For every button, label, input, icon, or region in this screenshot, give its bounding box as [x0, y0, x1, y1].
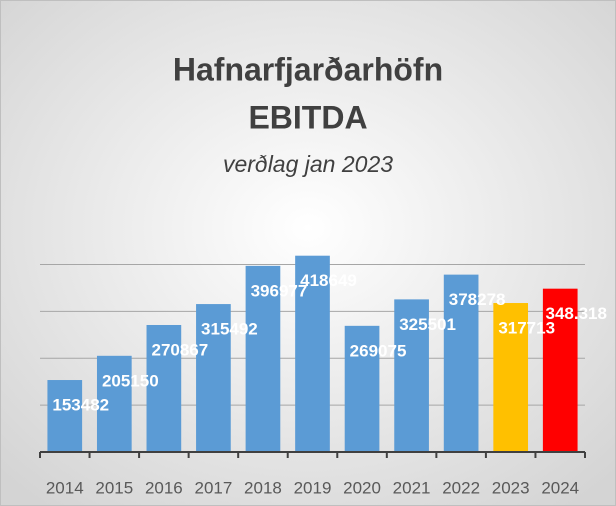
chart-title-line: EBITDA [248, 99, 367, 135]
data-label: 348.318 [546, 304, 607, 323]
bar [295, 255, 330, 452]
bar [394, 299, 429, 452]
x-tick-label: 2015 [95, 478, 133, 497]
x-tick-label: 2019 [294, 478, 332, 497]
x-tick-label: 2022 [442, 478, 480, 497]
data-label: 325501 [399, 315, 456, 334]
data-label: 418649 [300, 271, 357, 290]
x-tick-label: 2016 [145, 478, 183, 497]
x-tick-label: 2023 [492, 478, 530, 497]
data-label: 153482 [52, 396, 109, 415]
data-label: 396977 [251, 281, 308, 300]
bar [146, 324, 182, 452]
data-label: 317713 [498, 319, 555, 338]
bar [493, 303, 529, 452]
data-label: 315492 [201, 320, 258, 339]
data-label: 378278 [449, 290, 506, 309]
x-tick-label: 2018 [244, 478, 282, 497]
data-label: 269075 [350, 341, 407, 360]
chart-subtitle: verðlag jan 2023 [223, 151, 393, 177]
bar [245, 265, 281, 452]
bar [542, 288, 578, 452]
x-tick-label: 2021 [393, 478, 431, 497]
x-tick-label: 2017 [194, 478, 232, 497]
bar [344, 325, 380, 452]
bar [96, 355, 132, 452]
data-label: 270867 [151, 340, 208, 359]
bar [443, 274, 479, 452]
bar [196, 304, 231, 452]
x-tick-label: 2020 [343, 478, 381, 497]
bar [47, 380, 83, 452]
chart-title: Hafnarfjarðarhöfn [173, 51, 443, 87]
data-label: 205150 [102, 371, 159, 390]
x-tick-label: 2024 [541, 478, 579, 497]
x-tick-label: 2014 [46, 478, 84, 497]
